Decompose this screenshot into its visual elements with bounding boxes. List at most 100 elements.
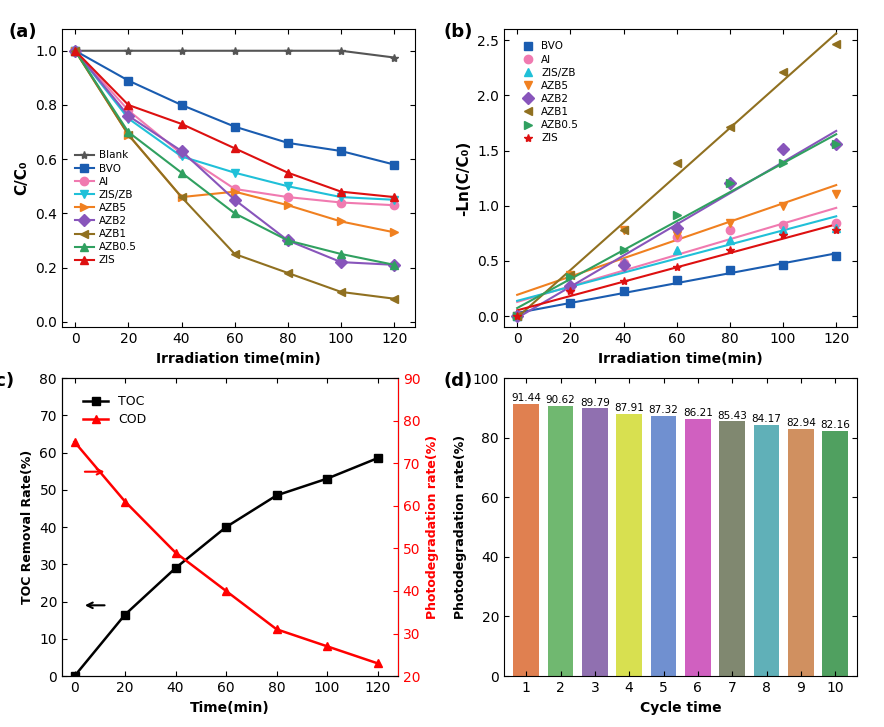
Line: AI: AI — [513, 219, 841, 321]
Text: 82.94: 82.94 — [786, 418, 816, 428]
TOC — [322, 474, 332, 483]
X-axis label: Irradiation time(min): Irradiation time(min) — [156, 352, 321, 366]
TOC — [372, 454, 383, 462]
TOC — [221, 523, 232, 531]
ZIS — [336, 188, 347, 196]
Blank — [176, 47, 187, 55]
ZIS — [283, 169, 293, 177]
AZB0.5 — [70, 47, 80, 55]
Line: AZB0.5: AZB0.5 — [513, 140, 841, 321]
AI — [176, 149, 187, 158]
Line: ZIS/ZB: ZIS/ZB — [71, 47, 399, 204]
AZB1 — [389, 294, 400, 303]
Legend: BVO, AI, ZIS/ZB, AZB5, AZB2, AZB1, AZB0.5, ZIS: BVO, AI, ZIS/ZB, AZB5, AZB2, AZB1, AZB0.… — [516, 37, 583, 148]
Text: 87.91: 87.91 — [614, 403, 644, 413]
AZB5 — [831, 189, 842, 198]
BVO — [389, 160, 400, 169]
AZB2 — [831, 140, 842, 148]
AZB1 — [336, 288, 347, 297]
Line: AZB2: AZB2 — [513, 140, 841, 321]
BVO — [229, 122, 240, 131]
AZB0.5 — [618, 246, 629, 254]
Text: 91.44: 91.44 — [511, 393, 541, 403]
Bar — [720, 422, 745, 676]
Y-axis label: Photodegradation rate(%): Photodegradation rate(%) — [454, 435, 467, 619]
Y-axis label: C/C₀: C/C₀ — [14, 161, 29, 196]
COD — [372, 659, 383, 667]
AZB5 — [778, 202, 789, 211]
ZIS — [389, 193, 400, 201]
COD — [119, 497, 130, 506]
AI — [283, 193, 293, 201]
TOC — [171, 563, 181, 572]
ZIS/ZB — [565, 280, 575, 289]
ZIS/ZB — [778, 226, 789, 235]
AZB0.5 — [725, 179, 735, 188]
Text: 87.32: 87.32 — [649, 405, 678, 415]
BVO — [778, 261, 789, 270]
Y-axis label: TOC Removal Rate(%): TOC Removal Rate(%) — [21, 450, 34, 604]
AZB2 — [336, 258, 347, 267]
AZB0.5 — [565, 273, 575, 281]
AZB0.5 — [389, 260, 400, 269]
AZB1 — [671, 158, 682, 167]
Line: BVO: BVO — [513, 252, 841, 321]
Y-axis label: Photodegradation rate(%): Photodegradation rate(%) — [426, 435, 438, 619]
Text: 89.79: 89.79 — [580, 398, 610, 408]
AZB1 — [176, 193, 187, 201]
AZB1 — [831, 39, 842, 48]
AZB0.5 — [336, 249, 347, 258]
Text: (d): (d) — [444, 372, 473, 390]
Line: AZB2: AZB2 — [71, 47, 399, 269]
AI — [778, 221, 789, 230]
Y-axis label: -Ln(C/C₀): -Ln(C/C₀) — [456, 140, 471, 216]
AZB5 — [671, 230, 682, 239]
BVO — [123, 76, 133, 85]
COD — [271, 625, 282, 634]
AZB1 — [229, 249, 240, 258]
Text: (c): (c) — [0, 372, 15, 390]
Line: Blank: Blank — [71, 47, 399, 62]
ZIS — [176, 119, 187, 128]
COD — [69, 438, 80, 446]
ZIS/ZB — [618, 257, 629, 266]
AI — [123, 106, 133, 115]
AZB5 — [725, 219, 735, 228]
ZIS/ZB — [336, 193, 347, 201]
AI — [336, 198, 347, 207]
AZB1 — [283, 268, 293, 277]
AZB2 — [618, 261, 629, 270]
ZIS — [618, 277, 629, 286]
Text: 90.62: 90.62 — [545, 395, 575, 405]
Blank — [229, 47, 240, 55]
AI — [512, 312, 522, 321]
AZB2 — [70, 47, 80, 55]
TOC — [271, 491, 282, 499]
ZIS — [123, 100, 133, 109]
AZB0.5 — [176, 169, 187, 177]
Bar — [616, 414, 642, 676]
Text: 82.16: 82.16 — [820, 420, 850, 430]
TOC — [69, 672, 80, 680]
Bar — [754, 425, 780, 676]
Bar — [788, 429, 813, 676]
Text: 85.43: 85.43 — [717, 411, 747, 421]
AZB5 — [283, 201, 293, 209]
AI — [70, 47, 80, 55]
AZB5 — [176, 193, 187, 201]
X-axis label: Time(min): Time(min) — [190, 701, 270, 715]
BVO — [283, 139, 293, 148]
AZB1 — [123, 130, 133, 139]
AZB5 — [389, 228, 400, 237]
AZB1 — [778, 68, 789, 77]
Line: AZB1: AZB1 — [71, 47, 399, 303]
AZB2 — [778, 145, 789, 153]
BVO — [176, 100, 187, 109]
AZB2 — [229, 196, 240, 204]
BVO — [671, 276, 682, 284]
BVO — [565, 299, 575, 308]
Bar — [514, 403, 539, 676]
ZIS — [831, 226, 842, 235]
Blank — [70, 47, 80, 55]
Line: ZIS: ZIS — [513, 226, 841, 321]
